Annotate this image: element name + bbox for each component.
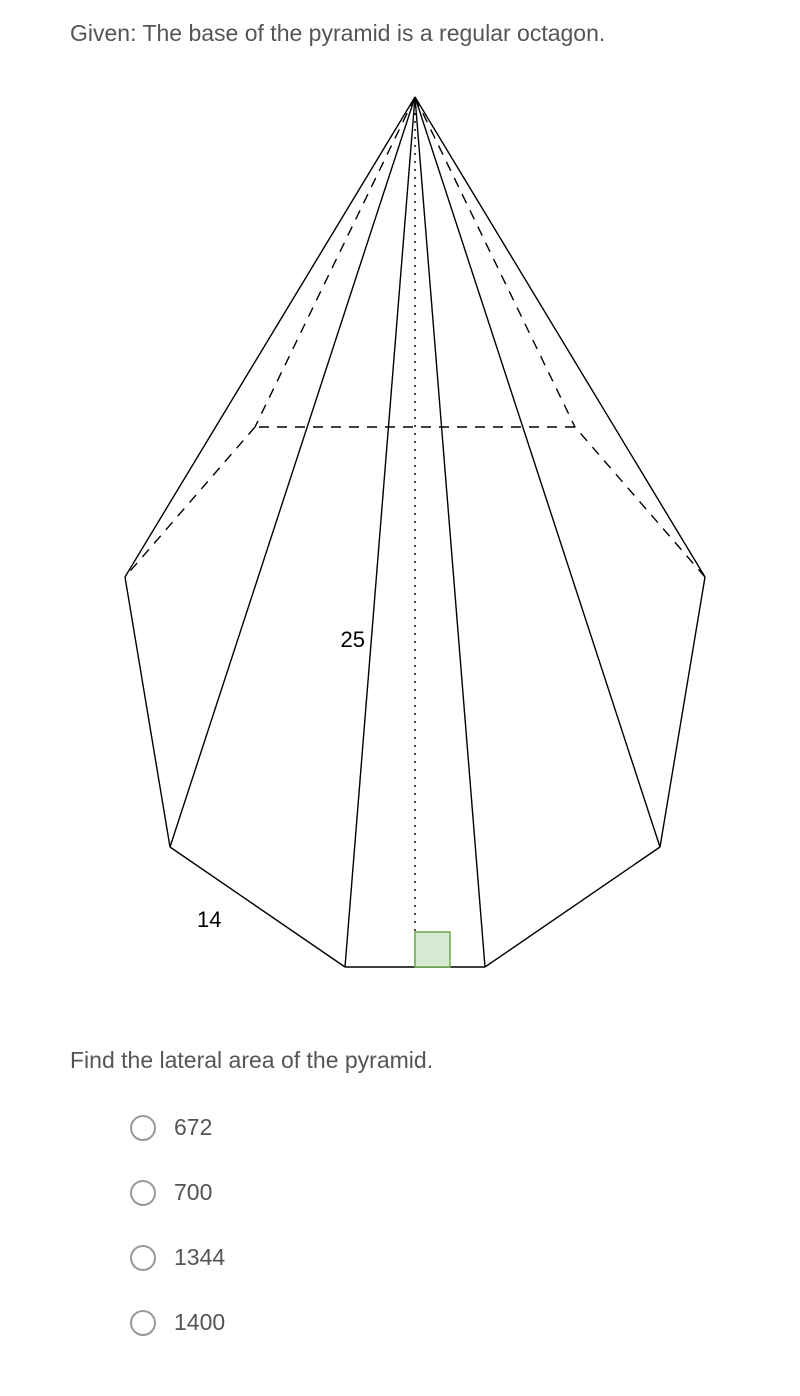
radio-icon [130,1245,156,1271]
radio-icon [130,1180,156,1206]
question-text: Find the lateral area of the pyramid. [70,1047,760,1074]
option-label: 700 [174,1179,212,1206]
svg-text:25: 25 [341,627,365,652]
option-3[interactable]: 1400 [130,1309,760,1336]
given-text: Given: The base of the pyramid is a regu… [70,20,760,47]
radio-icon [130,1310,156,1336]
option-1[interactable]: 700 [130,1179,760,1206]
answer-options: 672 700 1344 1400 [130,1114,760,1336]
option-label: 672 [174,1114,212,1141]
option-label: 1344 [174,1244,225,1271]
option-label: 1400 [174,1309,225,1336]
pyramid-figure: 25 14 [115,77,715,1002]
radio-icon [130,1115,156,1141]
svg-text:14: 14 [197,907,221,932]
option-2[interactable]: 1344 [130,1244,760,1271]
option-0[interactable]: 672 [130,1114,760,1141]
